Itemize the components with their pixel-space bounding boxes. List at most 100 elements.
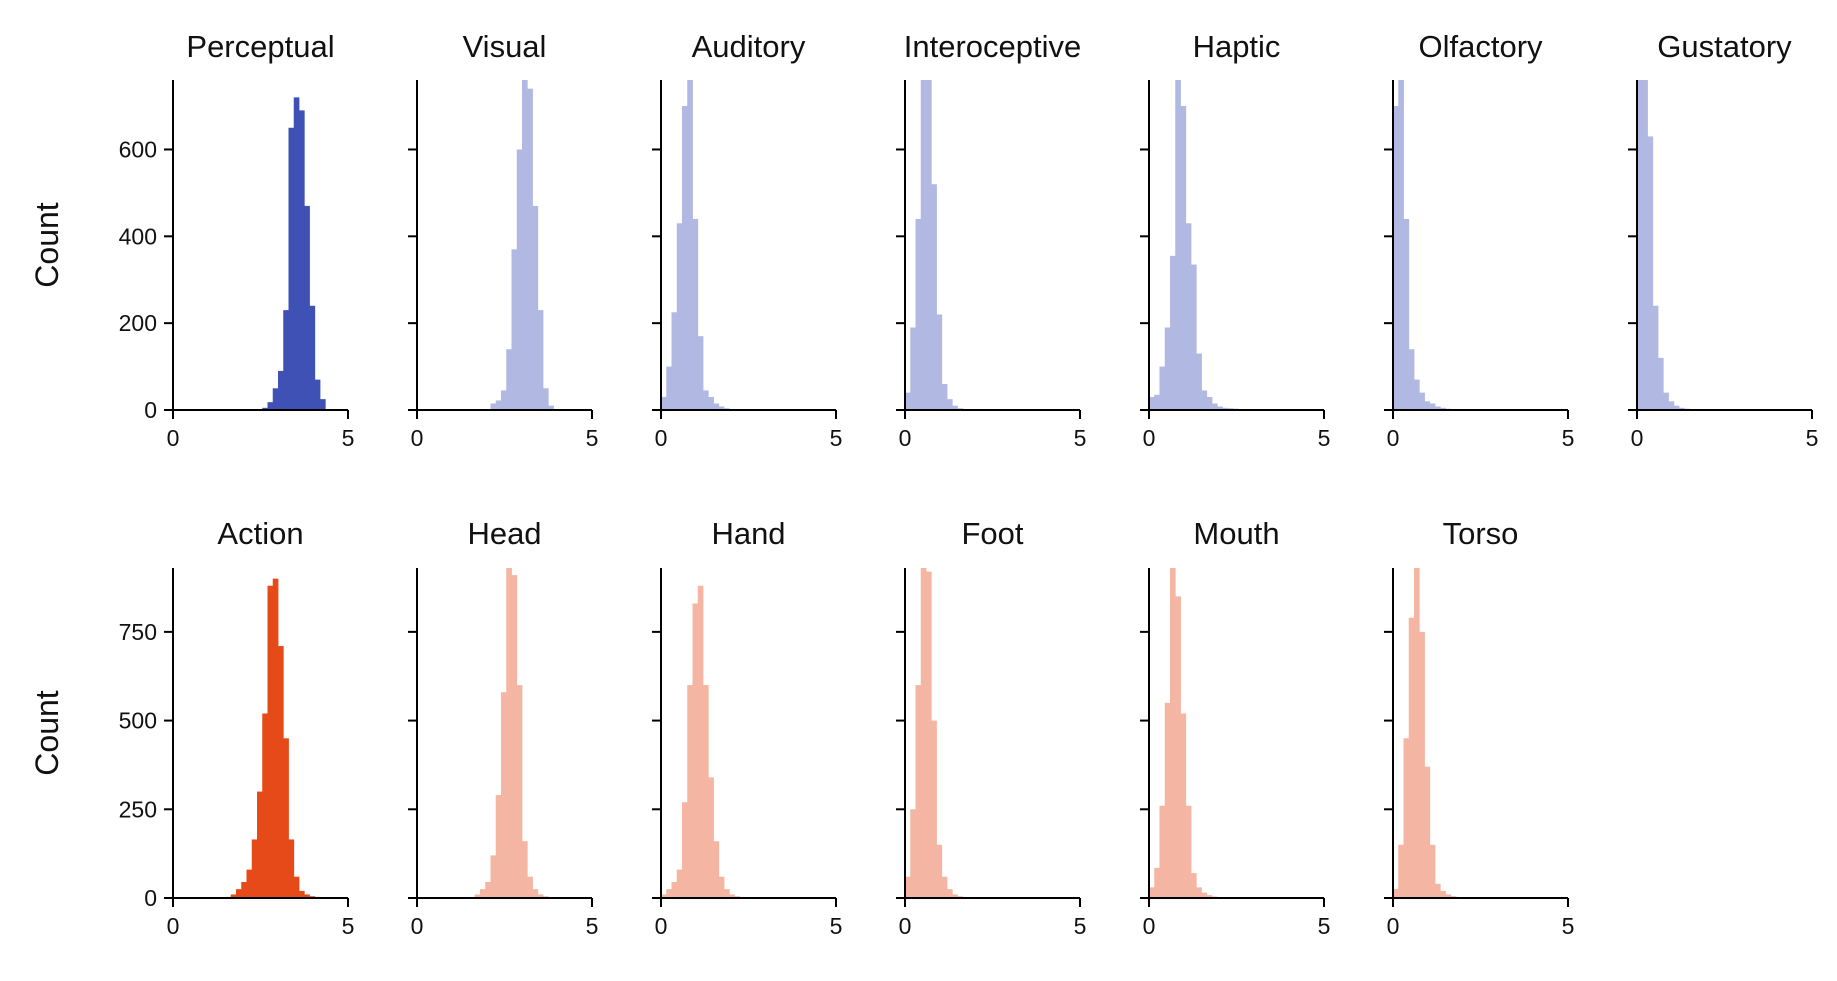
histogram-bar [1424, 401, 1431, 410]
histogram-bar [480, 889, 486, 898]
histogram-bar [1445, 894, 1452, 898]
histogram-bar [511, 249, 518, 410]
histogram-bar [682, 802, 688, 898]
histogram-bar [1408, 617, 1415, 898]
histogram-bar [516, 685, 523, 898]
histogram-bar [1170, 568, 1176, 898]
histogram-bar [920, 568, 927, 898]
histogram-bar [1185, 223, 1192, 410]
histogram-bar [1164, 702, 1171, 898]
histogram-bar [1440, 407, 1446, 410]
histogram-bar [1673, 405, 1680, 410]
panel-title: Foot [961, 516, 1023, 551]
x-tick-label: 5 [1562, 913, 1575, 939]
x-tick-label: 0 [1143, 913, 1156, 939]
histogram-bar [1212, 403, 1218, 410]
histogram-bar [1175, 80, 1181, 410]
x-tick-label: 0 [167, 913, 180, 939]
histogram-bar [713, 403, 720, 410]
x-tick-label: 5 [830, 425, 843, 451]
histogram-bar [527, 88, 533, 411]
histogram-bar [666, 889, 672, 898]
histogram-bar [671, 312, 678, 410]
histogram-bar [309, 305, 316, 410]
histogram-bar [501, 390, 507, 410]
histogram-bar [671, 882, 678, 898]
histogram-bar [1149, 887, 1155, 898]
panel-title: Hand [711, 516, 785, 551]
x-tick-label: 5 [586, 425, 599, 451]
histogram-bar [1154, 394, 1160, 410]
histogram-bar [703, 685, 709, 898]
x-tick-label: 0 [1143, 425, 1156, 451]
x-tick-label: 5 [1074, 425, 1087, 451]
panel-title: Olfactory [1418, 29, 1543, 64]
histogram-bar [1206, 396, 1213, 410]
histogram-bar [485, 882, 491, 898]
histogram-bar [1191, 264, 1197, 410]
histogram-bar [718, 406, 725, 410]
histogram-bar [1191, 873, 1197, 898]
histogram-bar [1414, 379, 1420, 410]
histogram-bar [278, 646, 284, 898]
histogram-bar [490, 403, 497, 410]
histogram-bar [729, 894, 735, 898]
histogram-bar [920, 80, 927, 410]
histogram-bar [905, 876, 911, 898]
histogram-bar [1217, 406, 1223, 410]
x-tick-label: 0 [411, 425, 424, 451]
histogram-bar [522, 841, 528, 898]
histogram-bar [230, 894, 237, 898]
histogram-bar [299, 110, 305, 410]
histogram-panel: Head 0 5 [408, 516, 598, 939]
histogram-bar [1201, 892, 1208, 898]
histogram-bar [697, 585, 704, 898]
histogram-panel: Perceptual 0 5 0 200 400 600 [119, 29, 355, 451]
histogram-panel: Auditory 0 5 [652, 29, 842, 451]
histogram-bar [272, 578, 279, 898]
histogram-bar [708, 396, 714, 410]
histogram-bar [506, 568, 512, 898]
histogram-bar [537, 894, 544, 898]
histogram-bar [1164, 327, 1171, 410]
histogram-bar [676, 223, 683, 410]
histogram-panel: Mouth 0 5 [1140, 516, 1330, 939]
y-tick-label: 200 [119, 310, 157, 336]
histogram-bar [246, 869, 253, 898]
histogram-bar [1435, 883, 1441, 898]
histogram-bar [1403, 738, 1410, 898]
histogram-bar [1170, 255, 1176, 410]
histogram-panel: Torso 0 5 [1384, 516, 1574, 939]
y-tick-label: 0 [144, 885, 157, 911]
histogram-bar [931, 184, 937, 410]
histogram-bar [926, 571, 932, 898]
histogram-bar [527, 876, 533, 898]
x-tick-label: 5 [342, 913, 355, 939]
x-tick-label: 5 [1806, 425, 1819, 451]
histogram-bar [931, 720, 937, 898]
histogram-bar [1637, 80, 1643, 410]
histogram-bar [299, 890, 305, 898]
x-tick-label: 0 [167, 425, 180, 451]
panel-title: Haptic [1193, 29, 1281, 64]
histogram-bar [495, 795, 502, 898]
histogram-bar [537, 310, 544, 410]
histogram-bar [251, 839, 258, 898]
histogram-bar [666, 366, 672, 410]
x-tick-label: 5 [342, 425, 355, 451]
histogram-bar [267, 585, 274, 898]
x-tick-label: 5 [586, 913, 599, 939]
histogram-bar [941, 876, 948, 898]
panel-title: Perceptual [186, 29, 334, 64]
histogram-bar [1222, 407, 1229, 410]
histogram-bar [703, 390, 709, 410]
histogram-bar [1185, 805, 1192, 898]
histogram-bar [532, 205, 539, 410]
histogram-bar [697, 336, 704, 410]
histogram-bar [692, 218, 699, 410]
histogram-bar [910, 809, 916, 898]
histogram-bar [262, 407, 268, 410]
histogram-bar [1679, 407, 1685, 410]
histogram-bar [283, 310, 289, 410]
